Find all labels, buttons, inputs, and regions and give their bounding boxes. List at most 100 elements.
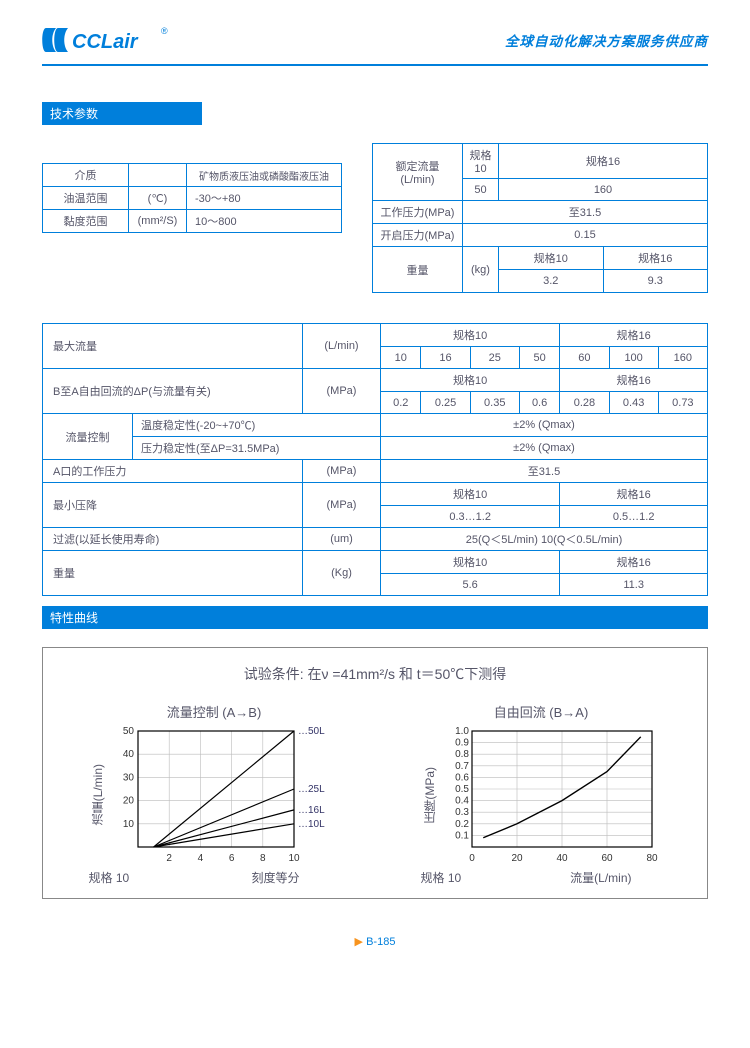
cell: 最小压降 (43, 483, 303, 528)
cell: 规格10 (463, 144, 499, 179)
chart2-ylabel: 压降(MPa) (421, 767, 438, 824)
cell: 60 (560, 347, 609, 369)
cell: 介质 (43, 164, 129, 187)
cell: 规格16 (603, 247, 707, 269)
chart2-title: 自由回流 (B→A) (494, 702, 589, 721)
table-medium: 介质 矿物质液压油或磷酸酯液压油 油温范围 (℃) -30～+80 黏度范围 (… (42, 163, 342, 233)
svg-text:2: 2 (166, 853, 172, 864)
chart1-ylabel: 流量(L/min) (89, 764, 106, 825)
cell: 16 (421, 347, 470, 369)
cell: (MPa) (303, 483, 381, 528)
chart1-plot: 2468101020304050…50L…25L…16L…10L (110, 725, 340, 865)
cell: 9.3 (603, 270, 707, 292)
cell: B至A自由回流的ΔP(与流量有关) (43, 369, 303, 414)
table-row: 黏度范围 (mm²/S) 10～800 (43, 210, 342, 233)
svg-text:…25L: …25L (298, 784, 325, 795)
cell: 规格10 (381, 369, 560, 392)
chart1-title: 流量控制 (A→B) (167, 702, 262, 721)
cell: 160 (499, 179, 708, 201)
cell: 0.15 (463, 224, 708, 247)
cell: ±2% (Qmax) (381, 437, 708, 460)
header-divider (42, 64, 708, 66)
tagline: 全球自动化解决方案服务供应商 (505, 30, 708, 50)
cell: 规格10 (381, 483, 560, 506)
svg-text:0.4: 0.4 (455, 796, 469, 807)
cell: 规格16 (499, 144, 708, 179)
table-row: 工作压力(MPa) 至31.5 (373, 201, 708, 224)
svg-text:0.5: 0.5 (455, 784, 469, 795)
cell: 50 (463, 179, 499, 201)
cell: 重量 (43, 551, 303, 596)
cell: 至31.5 (463, 201, 708, 224)
cell: 100 (609, 347, 658, 369)
cell: 规格10 (381, 551, 560, 574)
svg-text:40: 40 (556, 853, 568, 864)
table-rated-flow: 额定流量 (L/min) 规格10 规格16 50 160 工作压力(MPa) … (372, 143, 708, 293)
svg-text:0.6: 0.6 (455, 772, 469, 783)
footer-page: B-185 (366, 936, 395, 948)
top-tables-row: 介质 矿物质液压油或磷酸酯液压油 油温范围 (℃) -30～+80 黏度范围 (… (42, 143, 708, 293)
table-row: A口的工作压力 (MPa) 至31.5 (43, 460, 708, 483)
chart-flow-control: 流量控制 (A→B) 流量(L/min) 2468101020304050…50… (89, 702, 340, 886)
cell: 工作压力(MPa) (373, 201, 463, 224)
cell: (kg) (463, 247, 499, 293)
table-row: B至A自由回流的ΔP(与流量有关) (MPa) 规格10 规格16 (43, 369, 708, 392)
cell: 规格16 (560, 324, 708, 347)
cell: 0.35 (470, 392, 519, 414)
cell: 黏度范围 (43, 210, 129, 233)
cell: 最大流量 (43, 324, 303, 369)
cell: 0.2 (381, 392, 421, 414)
chart1-spec: 规格 10 (89, 869, 130, 886)
table-row: 最大流量 (L/min) 规格10 规格16 (43, 324, 708, 347)
svg-text:6: 6 (228, 853, 234, 864)
chart1-xlabel: 刻度等分 (251, 869, 299, 886)
table-row: 重量 (Kg) 规格10 规格16 (43, 551, 708, 574)
cell: 0.73 (658, 392, 707, 414)
table-row: 过滤(以延长使用寿命) (um) 25(Q＜5L/min) 10(Q＜0.5L/… (43, 528, 708, 551)
svg-text:0.9: 0.9 (455, 738, 469, 749)
cell: 油温范围 (43, 187, 129, 210)
footer-arrow-icon: ▶ (355, 936, 363, 948)
svg-text:80: 80 (646, 853, 658, 864)
svg-text:®: ® (161, 26, 168, 36)
svg-text:0.2: 0.2 (455, 819, 469, 830)
cell: 规格10 (381, 324, 560, 347)
cell: 重量 (373, 247, 463, 293)
table-row: 压力稳定性(至ΔP=31.5MPa) ±2% (Qmax) (43, 437, 708, 460)
svg-text:…10L: …10L (298, 819, 325, 830)
cell: (Kg) (303, 551, 381, 596)
cell: 0.25 (421, 392, 470, 414)
cell: 25 (470, 347, 519, 369)
svg-text:4: 4 (197, 853, 203, 864)
svg-text:0.7: 0.7 (455, 761, 469, 772)
table-specs: 最大流量 (L/min) 规格10 规格16 10 16 25 50 60 10… (42, 323, 708, 596)
section-bar-curves: 特性曲线 (42, 606, 708, 629)
chart2-plot: 2040608000.10.20.30.40.50.60.70.80.91.0 (442, 725, 662, 865)
svg-text:30: 30 (122, 772, 134, 783)
svg-text:20: 20 (122, 796, 134, 807)
cell: 开启压力(MPa) (373, 224, 463, 247)
cell: 规格16 (560, 369, 708, 392)
svg-text:10: 10 (288, 853, 300, 864)
svg-text:1.0: 1.0 (455, 726, 469, 737)
table-row: 开启压力(MPa) 0.15 (373, 224, 708, 247)
cell: A口的工作压力 (43, 460, 303, 483)
svg-text:CCLair: CCLair (72, 31, 139, 53)
svg-text:60: 60 (601, 853, 613, 864)
table-row: 油温范围 (℃) -30～+80 (43, 187, 342, 210)
curve-panel: 试验条件: 在ν =41mm²/s 和 t＝50℃下测得 流量控制 (A→B) … (42, 647, 708, 899)
chart2-spec: 规格 10 (421, 869, 462, 886)
cell: ±2% (Qmax) (381, 414, 708, 437)
cell: 0.3…1.2 (381, 506, 560, 528)
cell: 0.5…1.2 (560, 506, 708, 528)
table-row: 额定流量 (L/min) 规格10 规格16 (373, 144, 708, 179)
cell: 额定流量 (L/min) (373, 144, 463, 201)
svg-text:…16L: …16L (298, 805, 325, 816)
table-row: 最小压降 (MPa) 规格10 规格16 (43, 483, 708, 506)
cell: 温度稳定性(-20~+70℃) (133, 414, 381, 437)
table-row: 流量控制 温度稳定性(-20~+70℃) ±2% (Qmax) (43, 414, 708, 437)
table-row: 重量 (kg) 规格10 规格16 (373, 247, 708, 270)
svg-text:8: 8 (260, 853, 266, 864)
cell: (L/min) (303, 324, 381, 369)
cell: 3.2 (499, 270, 603, 292)
